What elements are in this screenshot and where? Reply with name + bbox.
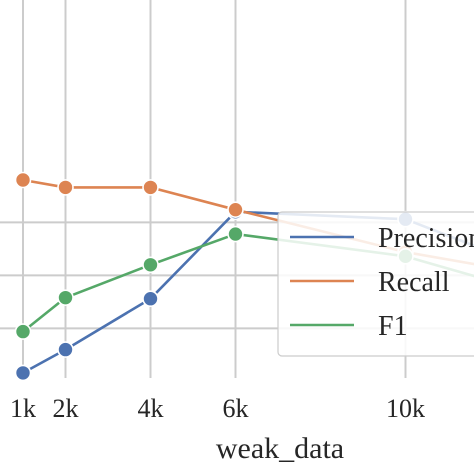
x-tick-label: 6k — [223, 394, 249, 423]
x-tick-label: 2k — [53, 394, 79, 423]
data-point-recall — [14, 171, 32, 189]
data-point-recall — [227, 201, 244, 218]
grid — [0, 0, 474, 378]
legend-label-recall: Recall — [378, 267, 450, 298]
data-point-precision — [57, 341, 74, 358]
legend-label-f1: F1 — [378, 311, 408, 342]
legend-box — [277, 211, 474, 357]
data-point-precision — [14, 364, 32, 382]
data-point-f1 — [227, 225, 244, 243]
x-tick-labels: 1k 2k 4k 6k 10k — [10, 394, 425, 423]
data-point-f1 — [57, 289, 74, 306]
legend: Precision Recall F1 — [277, 211, 474, 357]
x-axis-label: weak_data — [216, 432, 344, 465]
data-point-recall — [57, 179, 74, 196]
data-point-recall — [142, 179, 159, 196]
data-point-precision — [142, 290, 159, 308]
data-point-f1 — [142, 256, 159, 274]
data-point-f1 — [14, 323, 32, 340]
x-tick-label: 4k — [138, 394, 164, 423]
legend-label-precision: Precision — [378, 223, 474, 254]
x-tick-label: 10k — [386, 394, 425, 423]
x-tick-label: 1k — [10, 394, 36, 423]
